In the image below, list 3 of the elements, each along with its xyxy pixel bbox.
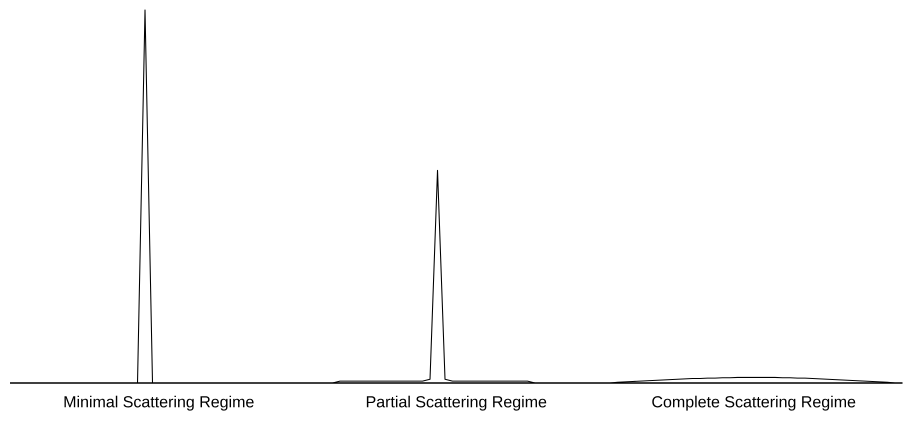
text: Complete Scattering Regime bbox=[652, 396, 856, 411]
text: Minimal Scattering Regime bbox=[64, 396, 254, 411]
text: Partial Scattering Regime bbox=[366, 396, 546, 411]
